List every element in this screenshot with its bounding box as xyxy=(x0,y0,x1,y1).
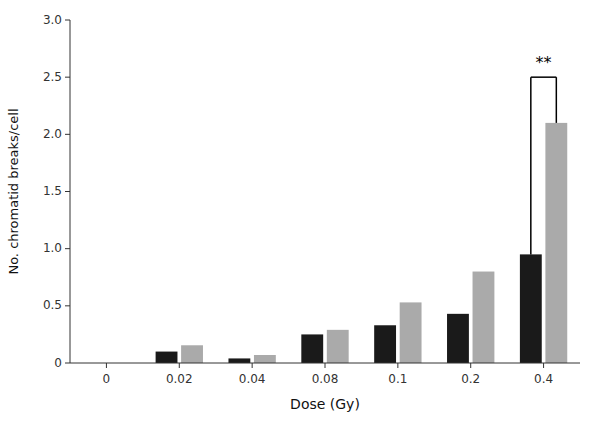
bar xyxy=(400,302,422,363)
y-tick xyxy=(65,77,70,78)
bars xyxy=(156,123,568,363)
y-tick-label: 0.5 xyxy=(43,298,62,312)
chart-container: 0 0.5 1.0 1.5 2.0 2.5 3.0 0 0.02 0.04 0.08 0.1 0.2 0.… xyxy=(0,0,600,421)
x-tick-label: 0.1 xyxy=(388,372,407,386)
x-tick xyxy=(470,363,471,368)
x-tick xyxy=(252,363,253,368)
x-tick xyxy=(543,363,544,368)
x-tick-label: 0.4 xyxy=(534,372,553,386)
bracket-right xyxy=(556,77,558,123)
x-axis-label: Dose (Gy) xyxy=(290,396,360,412)
y-tick xyxy=(65,363,70,364)
x-tick xyxy=(179,363,180,368)
bar xyxy=(254,355,276,363)
bar xyxy=(156,352,178,363)
y-tick xyxy=(65,305,70,306)
y-tick-label: 1.5 xyxy=(43,184,62,198)
y-axis-line xyxy=(70,20,71,363)
y-tick xyxy=(65,248,70,249)
x-tick xyxy=(397,363,398,368)
bar xyxy=(181,345,203,363)
y-tick-label: 2.0 xyxy=(43,127,62,141)
x-tick-label: 0.04 xyxy=(239,372,266,386)
y-tick-label: 3.0 xyxy=(43,13,62,27)
y-tick xyxy=(65,20,70,21)
bar xyxy=(545,123,567,363)
y-tick xyxy=(65,191,70,192)
x-tick-label: 0.02 xyxy=(166,372,193,386)
x-tick-label: 0.08 xyxy=(312,372,339,386)
y-tick xyxy=(65,134,70,135)
bar xyxy=(301,334,323,363)
bar xyxy=(228,358,250,363)
bracket-top xyxy=(531,76,557,78)
bar xyxy=(520,254,542,363)
x-tick xyxy=(106,363,107,368)
x-tick-label: 0 xyxy=(103,372,111,386)
bar xyxy=(374,325,396,363)
chart: 0 0.5 1.0 1.5 2.0 2.5 3.0 0 0.02 0.04 0.08 0.1 0.2 0.… xyxy=(0,0,600,421)
y-tick-label: 1.0 xyxy=(43,241,62,255)
x-tick xyxy=(325,363,326,368)
significance-label: ** xyxy=(536,53,552,72)
y-tick-label: 2.5 xyxy=(43,70,62,84)
bar xyxy=(473,272,495,363)
bar xyxy=(327,330,349,363)
bar xyxy=(447,314,469,363)
y-tick-label: 0 xyxy=(54,356,62,370)
bracket-left xyxy=(530,77,532,254)
x-tick-label: 0.2 xyxy=(461,372,480,386)
y-axis-label: No. chromatid breaks/cell xyxy=(6,108,21,274)
